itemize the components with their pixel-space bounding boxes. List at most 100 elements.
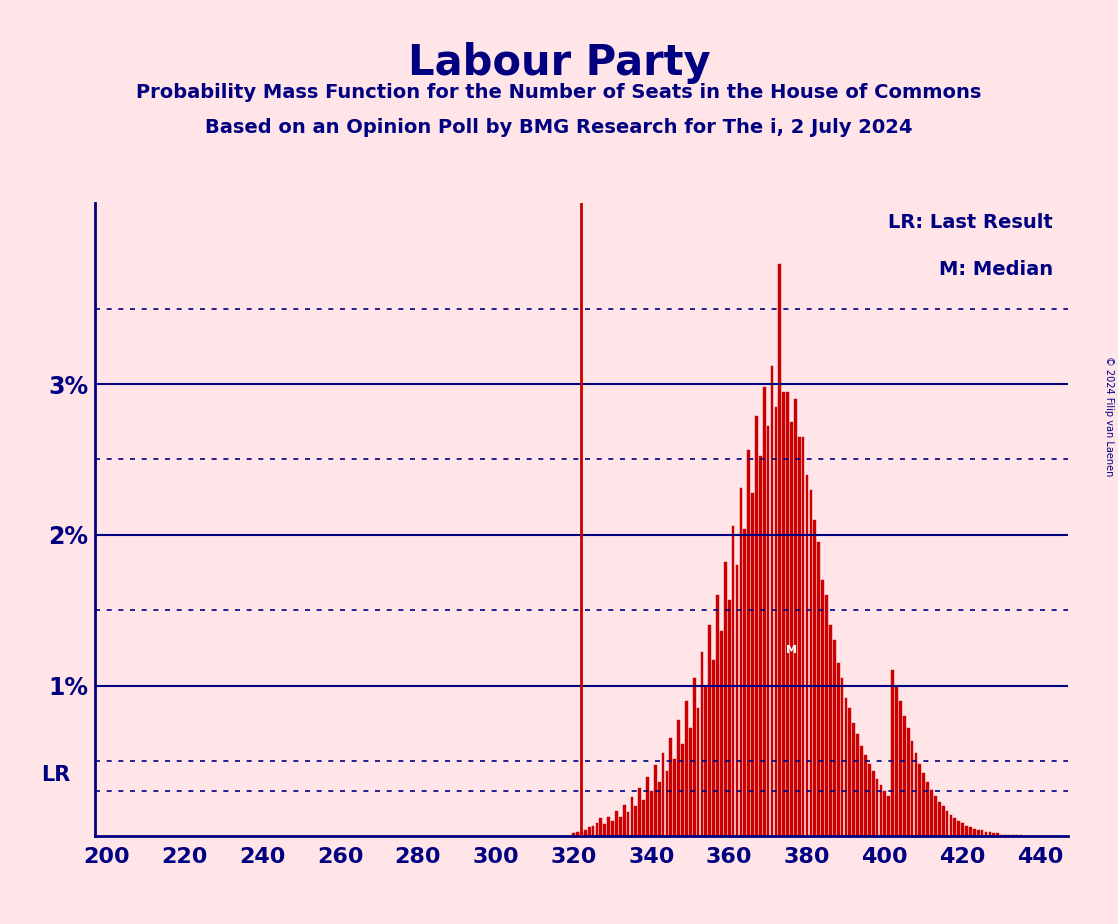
Bar	[662, 753, 664, 836]
Bar	[732, 526, 735, 836]
Bar	[619, 817, 622, 836]
Bar	[844, 698, 847, 836]
Bar	[949, 815, 953, 836]
Bar	[907, 728, 910, 836]
Bar	[946, 810, 948, 836]
Bar	[720, 631, 722, 836]
Bar	[743, 529, 746, 836]
Bar	[806, 475, 808, 836]
Bar	[965, 826, 968, 836]
Bar	[596, 822, 598, 836]
Bar	[977, 830, 979, 836]
Bar	[650, 791, 653, 836]
Bar	[814, 519, 816, 836]
Bar	[1004, 834, 1007, 836]
Bar	[1012, 834, 1014, 836]
Bar	[809, 490, 813, 836]
Bar	[833, 640, 835, 836]
Bar	[642, 800, 645, 836]
Bar	[996, 833, 999, 836]
Bar	[817, 542, 819, 836]
Bar	[681, 745, 684, 836]
Bar	[988, 832, 992, 836]
Bar	[903, 716, 906, 836]
Bar	[822, 580, 824, 836]
Bar	[755, 416, 758, 836]
Text: LR: Last Result: LR: Last Result	[889, 213, 1053, 232]
Bar	[802, 437, 805, 836]
Bar	[856, 734, 859, 836]
Bar	[576, 832, 579, 836]
Bar	[825, 595, 827, 836]
Bar	[922, 772, 925, 836]
Bar	[604, 824, 606, 836]
Bar	[836, 663, 840, 836]
Bar	[588, 827, 590, 836]
Bar	[635, 806, 637, 836]
Bar	[584, 830, 587, 836]
Bar	[767, 426, 769, 836]
Bar	[728, 600, 730, 836]
Bar	[938, 801, 940, 836]
Bar	[572, 833, 575, 836]
Bar	[697, 708, 700, 836]
Bar	[919, 764, 921, 836]
Bar	[1016, 834, 1018, 836]
Bar	[736, 565, 738, 836]
Text: © 2024 Filip van Laenen: © 2024 Filip van Laenen	[1103, 356, 1114, 476]
Bar	[657, 782, 661, 836]
Bar	[631, 797, 633, 836]
Bar	[1001, 834, 1003, 836]
Bar	[751, 492, 754, 836]
Bar	[778, 263, 781, 836]
Bar	[678, 720, 680, 836]
Bar	[739, 488, 742, 836]
Bar	[915, 753, 917, 836]
Bar	[709, 626, 711, 836]
Bar	[875, 779, 879, 836]
Bar	[775, 407, 777, 836]
Bar	[790, 421, 793, 836]
Bar	[864, 755, 866, 836]
Bar	[849, 708, 851, 836]
Bar	[830, 626, 832, 836]
Bar	[872, 772, 874, 836]
Bar	[930, 789, 932, 836]
Text: M: Median: M: Median	[939, 261, 1053, 279]
Bar	[841, 678, 843, 836]
Bar	[891, 671, 894, 836]
Bar	[927, 782, 929, 836]
Bar	[762, 387, 766, 836]
Bar	[759, 456, 761, 836]
Bar	[770, 366, 774, 836]
Bar	[607, 817, 610, 836]
Bar	[599, 818, 603, 836]
Bar	[860, 746, 863, 836]
Bar	[638, 788, 641, 836]
Bar	[883, 791, 887, 836]
Bar	[961, 822, 964, 836]
Bar	[612, 821, 614, 836]
Text: Labour Party: Labour Party	[408, 42, 710, 83]
Bar	[623, 805, 625, 836]
Bar	[747, 450, 750, 836]
Bar	[888, 796, 890, 836]
Bar	[973, 829, 976, 836]
Bar	[798, 437, 800, 836]
Bar	[591, 826, 595, 836]
Bar	[899, 700, 902, 836]
Bar	[1008, 834, 1011, 836]
Bar	[701, 652, 703, 836]
Bar	[704, 686, 708, 836]
Bar	[880, 785, 882, 836]
Bar	[896, 686, 898, 836]
Bar	[934, 796, 937, 836]
Bar	[911, 741, 913, 836]
Bar	[615, 810, 618, 836]
Bar	[993, 833, 995, 836]
Bar	[954, 818, 956, 836]
Bar	[941, 806, 945, 836]
Text: M: M	[786, 645, 797, 655]
Bar	[712, 660, 716, 836]
Bar	[685, 700, 688, 836]
